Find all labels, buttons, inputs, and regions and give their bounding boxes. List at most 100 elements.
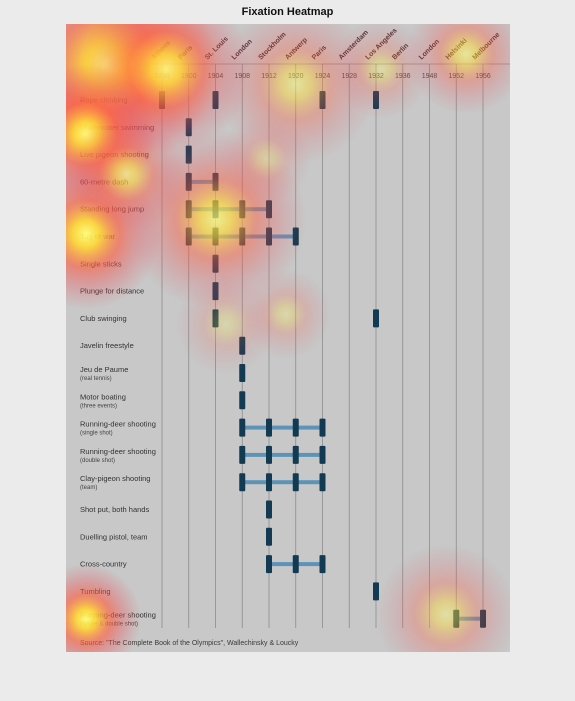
city-label: London	[418, 38, 441, 61]
event-marker	[185, 118, 192, 137]
city-label: London	[231, 38, 254, 61]
year-tick-labels: 1896 1900 1904 1908 1912 1920 1924 1928 1932 1936…	[154, 73, 491, 80]
event-sublabel: (real tennis)	[80, 376, 112, 382]
event-marker	[239, 391, 246, 410]
city-label: Athens	[150, 40, 172, 62]
year-label: 1920	[288, 73, 304, 80]
event-marker	[159, 91, 165, 109]
event-label: Tumbling	[80, 587, 111, 596]
event-marker	[266, 445, 272, 464]
city-label: Berlin	[391, 42, 410, 61]
year-label: 1956	[475, 73, 491, 80]
event-label: 60-metre dash	[80, 177, 128, 186]
event-marker	[185, 172, 192, 191]
year-label: 1948	[422, 73, 438, 80]
event-marker	[319, 445, 326, 464]
event-label: Running-deer shooting	[80, 420, 156, 429]
figure-title: Fixation Heatmap	[241, 6, 334, 18]
year-label: 1912	[261, 73, 277, 80]
event-link-bar	[242, 425, 323, 430]
event-marker	[212, 91, 219, 109]
event-marker	[319, 473, 326, 492]
year-gridlines	[148, 63, 510, 628]
event-marker	[373, 582, 379, 601]
event-label: Club swinging	[80, 314, 127, 323]
event-marker	[453, 609, 460, 628]
city-label: Melbourne	[471, 31, 501, 61]
year-label: 1936	[395, 73, 411, 80]
event-links	[188, 179, 483, 621]
event-marker	[239, 473, 246, 492]
year-label: 1900	[181, 73, 197, 80]
event-marker	[185, 145, 192, 164]
event-sublabel: (single & double shot)	[80, 622, 138, 628]
event-marker	[212, 172, 219, 191]
city-labels: Athens Paris St. Louis London StockholmAntwe…	[150, 27, 501, 61]
heatmap-panel: 1896 1900 1904 1908 1912 1920 1924 1928 1932 1936…	[66, 24, 510, 652]
event-marker	[185, 200, 192, 219]
event-marker	[266, 555, 272, 574]
event-label: Shot put, both hands	[80, 505, 149, 514]
event-marker	[292, 418, 299, 437]
event-marker	[239, 364, 246, 382]
year-label: 1904	[208, 73, 224, 80]
year-label: 1924	[315, 73, 331, 80]
event-marker	[266, 527, 272, 546]
city-label: St. Louis	[204, 35, 230, 61]
event-label: Cross-country	[80, 560, 127, 569]
event-label: Underwater swimming	[80, 123, 154, 132]
event-marker	[239, 336, 246, 355]
event-link-bar	[242, 480, 323, 485]
event-label: Rope climbing	[80, 96, 128, 105]
event-sublabel: (three events)	[80, 403, 117, 409]
event-sublabel: (single shot)	[80, 431, 113, 437]
event-marker	[239, 418, 246, 437]
event-label: Running-deer shooting	[80, 611, 156, 620]
year-label: 1928	[341, 73, 357, 80]
year-label: 1896	[154, 73, 170, 80]
event-marker	[480, 609, 486, 628]
event-label: Plunge for distance	[80, 287, 144, 296]
event-label: Clay-pigeon shooting	[80, 474, 150, 483]
event-label: Running-deer shooting	[80, 447, 156, 456]
event-marker	[319, 555, 326, 574]
event-link-bar	[188, 179, 216, 184]
event-link-bar	[188, 207, 269, 212]
event-marker	[212, 254, 219, 273]
event-marker	[373, 91, 379, 109]
event-link-bar	[242, 452, 323, 457]
event-marker	[212, 200, 219, 219]
event-marker	[319, 418, 326, 437]
event-marker	[292, 227, 299, 246]
event-marker	[239, 200, 246, 219]
event-marker	[292, 473, 299, 492]
event-label: Motor boating	[80, 392, 126, 401]
event-marker	[266, 500, 272, 519]
city-label: Paris	[177, 44, 194, 61]
city-label: Helsinki	[445, 37, 469, 61]
event-label: Single sticks	[80, 259, 122, 268]
event-marker	[292, 555, 299, 574]
source-note: Source: "The Complete Book of the Olympi…	[80, 640, 299, 647]
city-label: Antwerp	[284, 37, 309, 62]
event-labels: Rope climbing Underwater swimming Live pig…	[80, 96, 156, 628]
year-label: 1908	[234, 73, 250, 80]
event-label: Jeu de Paume	[80, 365, 128, 374]
event-marker	[239, 227, 246, 246]
event-marker	[373, 309, 379, 328]
event-label: Standing long jump	[80, 205, 144, 214]
event-marker	[212, 227, 219, 246]
event-label: Duelling pistol, team	[80, 532, 148, 541]
event-marker	[319, 91, 326, 109]
year-label: 1932	[368, 73, 384, 80]
event-marker	[212, 282, 219, 301]
event-marker	[266, 227, 272, 246]
event-marker	[292, 445, 299, 464]
event-sublabel: (team)	[80, 485, 97, 491]
event-label: Live pigeon shooting	[80, 150, 149, 159]
timeline-chart: 1896 1900 1904 1908 1912 1920 1924 1928 1932 1936…	[80, 27, 510, 647]
city-label: Stockholm	[257, 31, 287, 61]
event-marker	[185, 227, 192, 246]
event-marker	[239, 445, 246, 464]
event-marker	[266, 473, 272, 492]
